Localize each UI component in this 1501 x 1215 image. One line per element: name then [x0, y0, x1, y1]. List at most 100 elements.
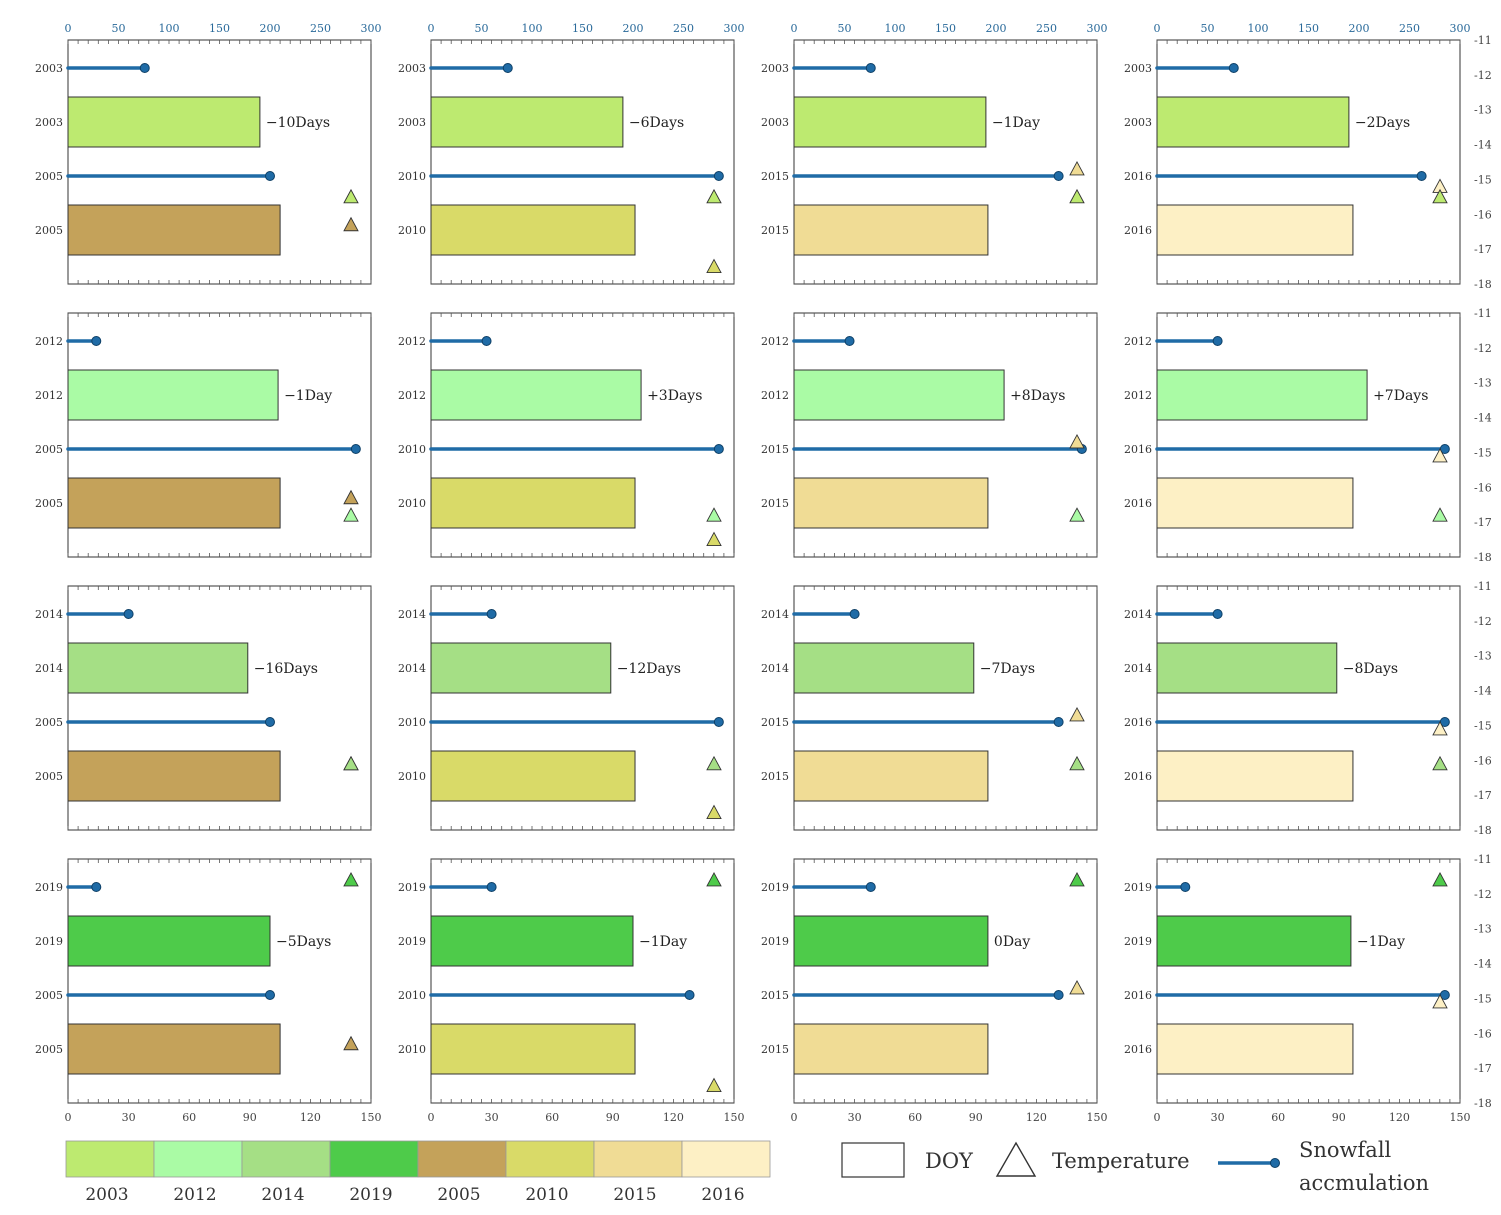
legend-year-label: 2014 [261, 1185, 304, 1205]
top-axis-tick-label: 100 [522, 22, 543, 35]
right-axis-tick-label: -13 [1474, 104, 1492, 117]
right-axis-tick-label: -16 [1474, 1027, 1492, 1040]
row-year-label: 2015 [761, 170, 789, 183]
doy-bar [67, 750, 281, 802]
snowfall-endpoint [849, 609, 860, 619]
bottom-axis-tick-label: 30 [848, 1111, 862, 1124]
bottom-axis-tick-label: 90 [606, 1111, 620, 1124]
temperature-marker [1069, 188, 1085, 204]
snowfall-endpoint [265, 171, 275, 181]
temperature-marker [343, 755, 359, 771]
snowfall-endpoint [844, 336, 855, 346]
legend-year-label: 2005 [437, 1185, 480, 1205]
doy-difference-label: −10Days [266, 115, 330, 131]
temperature-marker [343, 489, 359, 505]
bottom-axis-tick-label: 150 [361, 1111, 382, 1124]
legend-swatch-2016 [681, 1140, 771, 1178]
bottom-axis-tick-label: 60 [908, 1111, 922, 1124]
row-year-label: 2003 [35, 62, 63, 75]
row-year-label: 2019 [35, 935, 63, 948]
temperature-marker [706, 804, 722, 820]
right-axis-tick-label: -13 [1474, 923, 1492, 936]
snowfall-endpoint [865, 63, 876, 73]
row-year-label: 2010 [398, 1043, 426, 1056]
temperature-marker [706, 1077, 722, 1093]
row-year-label: 2014 [761, 662, 789, 675]
bottom-axis-tick-label: 60 [1271, 1111, 1285, 1124]
doy-bar [430, 1023, 636, 1075]
doy-bar [1156, 750, 1354, 802]
right-axis-tick-label: -11 [1474, 307, 1492, 320]
row-year-label: 2014 [35, 662, 63, 675]
snowfall-endpoint [502, 63, 513, 73]
snowfall-endpoint [91, 336, 102, 346]
right-axis-tick-label: -11 [1474, 580, 1492, 593]
row-year-label: 2015 [761, 1043, 789, 1056]
doy-bar [430, 642, 612, 694]
row-year-label: 2015 [761, 716, 789, 729]
doy-bar [430, 477, 636, 529]
right-axis-tick-label: -18 [1474, 551, 1492, 564]
row-year-label: 2016 [1124, 989, 1152, 1002]
legend-year-label: 2010 [525, 1185, 568, 1205]
row-year-label: 2014 [1124, 608, 1152, 621]
row-year-label: 2019 [35, 881, 63, 894]
top-axis-tick-label: 50 [112, 22, 126, 35]
snowfall-endpoint [481, 336, 492, 346]
top-axis-tick-label: 100 [159, 22, 180, 35]
top-axis-tick-label: 250 [1399, 22, 1420, 35]
temperature-marker [706, 531, 722, 547]
temperature-marker [706, 755, 722, 771]
row-year-label: 2012 [761, 335, 789, 348]
snowfall-endpoint [1053, 171, 1064, 181]
panel-10: 2014 2014 2010 2010 −12Days [398, 585, 735, 831]
row-year-label: 2003 [35, 116, 63, 129]
right-axis-tick-label: -17 [1474, 1062, 1492, 1075]
temperature-marker [706, 258, 722, 274]
top-axis-tick-label: 250 [673, 22, 694, 35]
top-axis-tick-label: 150 [209, 22, 230, 35]
snowfall-endpoint [486, 609, 497, 619]
right-axis-tick-label: -11 [1474, 34, 1492, 47]
doy-difference-label: −6Days [629, 115, 684, 131]
snowfall-endpoint [1053, 990, 1064, 1000]
doy-difference-label: −2Days [1355, 115, 1410, 131]
temperature-marker [1432, 447, 1448, 463]
row-year-label: 2003 [761, 116, 789, 129]
snowfall-endpoint [123, 609, 134, 619]
panel-16: 0 30 60 90 120 150 -11 -12 -13 -14 -15 -16 -17 -18 201… [1124, 853, 1492, 1124]
row-year-label: 2012 [398, 335, 426, 348]
row-year-label: 2010 [398, 716, 426, 729]
temperature-marker [1069, 707, 1085, 722]
bottom-axis-tick-label: 150 [1087, 1111, 1108, 1124]
row-year-label: 2003 [398, 116, 426, 129]
row-year-label: 2016 [1124, 770, 1152, 783]
doy-difference-label: +3Days [647, 388, 702, 404]
top-axis-tick-label: 150 [1298, 22, 1319, 35]
panel-7: 2012 2012 2015 2015 +8Days [761, 312, 1098, 558]
doy-difference-label: −1Day [284, 388, 332, 404]
temperature-marker [706, 507, 722, 522]
legend-doy-box [841, 1142, 905, 1178]
legend-year-label: 2016 [701, 1185, 744, 1205]
snowfall-endpoint [1053, 717, 1064, 727]
legend-snowfall-label-2: accmulation [1299, 1171, 1429, 1195]
top-axis-tick-label: 150 [935, 22, 956, 35]
right-axis-tick-label: -12 [1474, 69, 1492, 82]
doy-bar [1156, 477, 1354, 529]
doy-bar [1156, 642, 1338, 694]
doy-bar [430, 369, 642, 421]
temperature-marker [706, 188, 722, 204]
bottom-axis-tick-label: 90 [243, 1111, 257, 1124]
panel-5: 2012 2012 2005 2005 −1Day [35, 312, 372, 558]
row-year-label: 2014 [35, 608, 63, 621]
snowfall-endpoint [486, 882, 497, 892]
legend-temperature-triangle [995, 1141, 1037, 1177]
row-year-label: 2005 [35, 443, 63, 456]
right-axis-tick-label: -13 [1474, 377, 1492, 390]
snowfall-endpoint [1212, 336, 1223, 346]
right-axis-tick-label: -18 [1474, 278, 1492, 291]
bottom-axis-tick-label: 90 [969, 1111, 983, 1124]
doy-bar [67, 96, 261, 148]
row-year-label: 2003 [1124, 116, 1152, 129]
